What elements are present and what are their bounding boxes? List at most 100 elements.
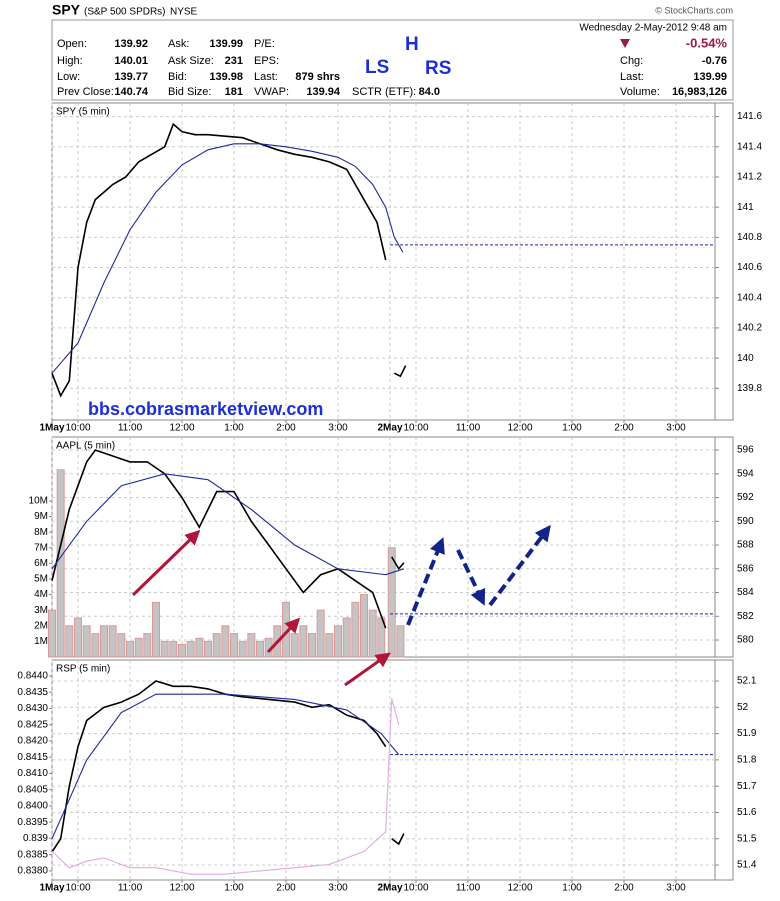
panels: 139.8 140 140.2 140.4 140.6 140.8 141 141.2 141.… — [17, 102, 762, 894]
volume-bar — [65, 625, 74, 658]
volume-bar — [134, 637, 143, 658]
field-label: Chg: — [620, 55, 643, 67]
volume-bar — [221, 625, 230, 658]
x-tick-label: 3:00 — [328, 883, 348, 894]
volume-bar — [186, 640, 195, 658]
credit: © StockCharts.com — [655, 5, 733, 15]
field-label: Last: — [620, 71, 644, 83]
volume-bar — [195, 637, 204, 658]
y2-tick-label: 0.8385 — [17, 849, 48, 860]
y-tick-label: 590 — [737, 516, 754, 527]
volume-bar — [334, 625, 342, 658]
x-tick-label: 2May — [377, 883, 402, 894]
y2-tick-label: 9M — [34, 511, 48, 522]
axis-frame — [714, 102, 734, 421]
y2-tick-label: 4M — [34, 589, 48, 600]
field-label: P/E: — [254, 38, 275, 50]
field-value: 84.0 — [419, 86, 440, 98]
x-tick-label: 3:00 — [666, 423, 686, 434]
annotation: H — [405, 34, 419, 55]
y2-tick-label: 0.8420 — [17, 736, 48, 747]
y-tick-label: 52.1 — [737, 676, 757, 687]
blue-arrow — [456, 549, 486, 606]
y2-tick-label: 6M — [34, 558, 48, 569]
field-label: Last: — [254, 71, 278, 83]
field-label: Ask Size: — [168, 55, 214, 67]
field-value: 139.98 — [209, 71, 243, 83]
y2-tick-label: 0.8425 — [17, 719, 48, 730]
field-label: EPS: — [254, 55, 279, 67]
arrows — [131, 524, 551, 687]
field-value: -0.76 — [702, 55, 727, 67]
volume-bar — [160, 640, 169, 658]
x-tick-label: 10:00 — [65, 883, 90, 894]
y-tick-label: 140.4 — [737, 292, 762, 303]
x-tick-label: 2:00 — [276, 883, 296, 894]
panel-label: RSP (5 min) — [56, 664, 110, 675]
field-label: Bid: — [168, 71, 187, 83]
y-tick-label: 51.5 — [737, 833, 757, 844]
y2-tick-label: 0.8415 — [17, 752, 48, 763]
x-tick-label: 1May — [39, 883, 64, 894]
y-tick-label: 141.4 — [737, 141, 762, 152]
y-tick-label: 51.9 — [737, 728, 757, 739]
y-tick-label: 596 — [737, 445, 754, 456]
volume-bar — [230, 633, 238, 658]
y2-tick-label: 0.8430 — [17, 703, 48, 714]
volume-bar — [74, 617, 82, 658]
exchange: NYSE — [170, 7, 198, 18]
y2-tick-label: 2M — [34, 620, 48, 631]
y-tick-label: 51.6 — [737, 807, 757, 818]
field-label: Ask: — [168, 38, 189, 50]
volume-bar — [351, 601, 360, 658]
volume-bar — [360, 594, 368, 658]
field-label: High: — [57, 55, 83, 67]
annotation: RS — [425, 58, 451, 79]
price-line — [51, 680, 405, 853]
x-tick-label: 10:00 — [403, 883, 428, 894]
red-arrow — [131, 529, 201, 597]
y-tick-label: 51.8 — [737, 755, 757, 766]
x-tick-label: 12:00 — [169, 423, 194, 434]
volume-bar — [56, 469, 65, 658]
y2-tick-label: 7M — [34, 542, 48, 553]
price-line — [51, 449, 405, 629]
volume-bar — [325, 633, 334, 658]
annotation: LS — [365, 57, 389, 78]
y2-tick-label: 0.8395 — [17, 817, 48, 828]
field-value: 139.99 — [693, 71, 727, 83]
field-value: 16,983,126 — [672, 86, 727, 98]
volume-bar — [396, 625, 405, 658]
panel-label: AAPL (5 min) — [56, 441, 115, 452]
volume-bar — [126, 640, 134, 658]
security-name: (S&P 500 SPDRs) — [84, 7, 166, 18]
axis-frame — [714, 659, 734, 881]
volume-bar — [299, 625, 308, 658]
x-tick-label: 10:00 — [403, 423, 428, 434]
field-value: 139.92 — [114, 38, 148, 50]
y2-tick-label: 0.8400 — [17, 801, 48, 812]
price-line — [51, 693, 400, 839]
y2-tick-label: 3M — [34, 605, 48, 616]
y-tick-label: 140 — [737, 353, 754, 364]
field-label: VWAP: — [254, 86, 289, 98]
volume-bar — [108, 625, 117, 658]
volume-bar — [48, 609, 56, 658]
red-arrow — [266, 617, 301, 654]
y-tick-label: 139.8 — [737, 383, 762, 394]
y-tick-label: 51.4 — [737, 860, 757, 871]
field-value: 231 — [225, 55, 243, 67]
volume-bar — [368, 609, 377, 658]
x-tick-label: 12:00 — [507, 883, 532, 894]
volume-bar — [82, 625, 91, 658]
volume-bar — [342, 617, 351, 658]
y2-tick-label: 0.8410 — [17, 768, 48, 779]
y-tick-label: 52 — [737, 702, 749, 713]
x-tick-label: 10:00 — [65, 423, 90, 434]
y-tick-label: 141.6 — [737, 111, 762, 122]
field-label: Low: — [57, 71, 80, 83]
volume-bar — [169, 640, 178, 658]
y-tick-label: 140.6 — [737, 262, 762, 273]
